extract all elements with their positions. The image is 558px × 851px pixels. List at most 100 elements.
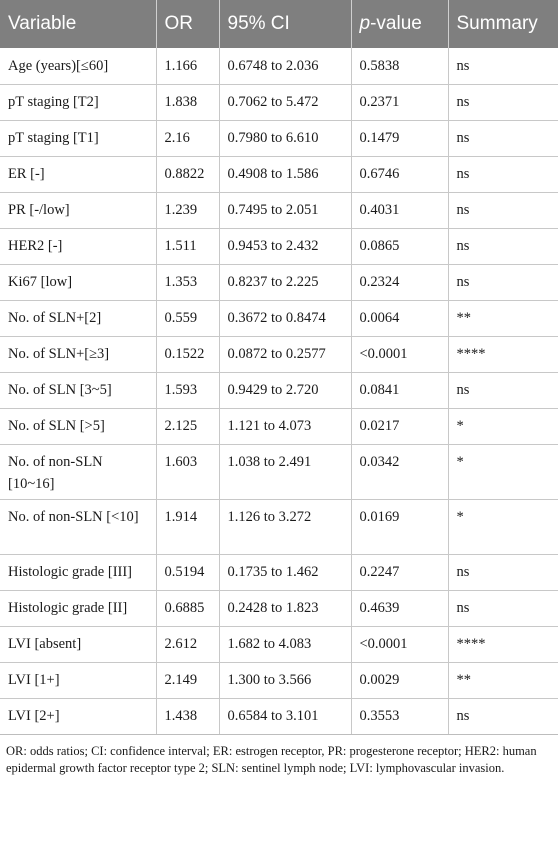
cell-or: 0.559	[155, 300, 219, 337]
cell-or: 1.838	[155, 84, 219, 121]
table-footnote: OR: odds ratios; CI: confidence interval…	[6, 743, 537, 776]
table-row: No. of SLN [>5] 2.125 1.121 to 4.073 0.0217…	[0, 408, 558, 445]
cell-summary: ns	[447, 698, 558, 735]
cell-p-value: 0.0064	[350, 300, 448, 337]
cell-p-value: 0.0217	[350, 408, 448, 445]
cell-p-value: 0.2247	[350, 554, 448, 591]
cell-or: 1.166	[155, 48, 219, 85]
cell-summary: ****	[447, 336, 558, 373]
cell-ci: 0.3672 to 0.8474	[218, 300, 351, 337]
odds-ratio-table: Variable OR 95% CI p-value Summary Age (…	[0, 0, 558, 735]
cell-summary: ns	[447, 372, 558, 409]
cell-summary: ns	[447, 84, 558, 121]
cell-or: 2.612	[155, 626, 219, 663]
cell-ci: 1.038 to 2.491	[218, 444, 351, 500]
table-row: No. of non-SLN [<10] 1.914 1.126 to 3.272 0…	[0, 499, 558, 555]
cell-or: 2.16	[155, 120, 219, 157]
results-table-container: Variable OR 95% CI p-value Summary Age (…	[0, 0, 558, 776]
cell-variable: HER2 [-]	[0, 228, 156, 265]
cell-variable: ER [-]	[0, 156, 156, 193]
cell-or: 1.239	[155, 192, 219, 229]
table-header-row: Variable OR 95% CI p-value Summary	[0, 0, 558, 48]
header-p-value: p-value	[350, 0, 448, 48]
cell-p-value: 0.4031	[350, 192, 448, 229]
cell-p-value: 0.0029	[350, 662, 448, 699]
header-ci: 95% CI	[218, 0, 351, 48]
cell-summary: **	[447, 300, 558, 337]
table-row: LVI [1+] 2.149 1.300 to 3.566 0.0029 **	[0, 662, 558, 699]
cell-or: 1.438	[155, 698, 219, 735]
cell-ci: 1.121 to 4.073	[218, 408, 351, 445]
cell-variable: LVI [1+]	[0, 662, 156, 699]
cell-summary: ns	[447, 228, 558, 265]
cell-p-value: <0.0001	[350, 336, 448, 373]
cell-ci: 0.1735 to 1.462	[218, 554, 351, 591]
table-row: PR [-/low] 1.239 0.7495 to 2.051 0.4031 ns	[0, 192, 558, 229]
cell-summary: ns	[447, 48, 558, 85]
cell-summary: ****	[447, 626, 558, 663]
header-or: OR	[155, 0, 219, 48]
cell-summary: ns	[447, 264, 558, 301]
table-row: Age (years)[≤60] 1.166 0.6748 to 2.036 0.58…	[0, 48, 558, 85]
cell-or: 1.511	[155, 228, 219, 265]
cell-summary: ns	[447, 120, 558, 157]
cell-ci: 1.682 to 4.083	[218, 626, 351, 663]
cell-p-value: 0.5838	[350, 48, 448, 85]
cell-p-value: 0.1479	[350, 120, 448, 157]
table-row: No. of SLN [3~5] 1.593 0.9429 to 2.720 0.08…	[0, 372, 558, 409]
header-p-suffix: -value	[370, 13, 422, 34]
cell-variable: LVI [absent]	[0, 626, 156, 663]
cell-variable: Age (years)[≤60]	[0, 48, 156, 85]
cell-or: 1.914	[155, 499, 219, 555]
cell-or: 0.8822	[155, 156, 219, 193]
table-row: pT staging [T1] 2.16 0.7980 to 6.610 0.1479…	[0, 120, 558, 157]
cell-variable: pT staging [T1]	[0, 120, 156, 157]
cell-p-value: 0.0342	[350, 444, 448, 500]
cell-variable: Ki67 [low]	[0, 264, 156, 301]
cell-p-value: 0.0841	[350, 372, 448, 409]
table-row: LVI [absent] 2.612 1.682 to 4.083 <0.0001 **…	[0, 626, 558, 663]
table-row: No. of SLN+[2] 0.559 0.3672 to 0.8474 0.006…	[0, 300, 558, 337]
cell-ci: 0.9453 to 2.432	[218, 228, 351, 265]
cell-variable: Histologic grade [III]	[0, 554, 156, 591]
table-row: LVI [2+] 1.438 0.6584 to 3.101 0.3553 ns	[0, 698, 558, 735]
table-row: pT staging [T2] 1.838 0.7062 to 5.472 0.237…	[0, 84, 558, 121]
cell-or: 0.5194	[155, 554, 219, 591]
table-row: ER [-] 0.8822 0.4908 to 1.586 0.6746 ns	[0, 156, 558, 193]
cell-ci: 0.6748 to 2.036	[218, 48, 351, 85]
cell-summary: **	[447, 662, 558, 699]
table-row: HER2 [-] 1.511 0.9453 to 2.432 0.0865 ns	[0, 228, 558, 265]
cell-p-value: 0.4639	[350, 590, 448, 627]
cell-summary: ns	[447, 192, 558, 229]
header-variable: Variable	[0, 0, 156, 48]
cell-variable: No. of SLN [3~5]	[0, 372, 156, 409]
cell-or: 2.125	[155, 408, 219, 445]
header-p-prefix: p	[359, 13, 371, 34]
cell-or: 1.353	[155, 264, 219, 301]
cell-summary: *	[447, 408, 558, 445]
cell-ci: 0.9429 to 2.720	[218, 372, 351, 409]
cell-variable: No. of non-SLN [<10]	[0, 499, 156, 555]
cell-summary: ns	[447, 156, 558, 193]
cell-summary: *	[447, 499, 558, 555]
cell-ci: 0.7980 to 6.610	[218, 120, 351, 157]
cell-p-value: 0.0865	[350, 228, 448, 265]
cell-ci: 0.0872 to 0.2577	[218, 336, 351, 373]
cell-p-value: 0.0169	[350, 499, 448, 555]
table-row: Ki67 [low] 1.353 0.8237 to 2.225 0.2324 ns	[0, 264, 558, 301]
table-row: Histologic grade [II] 0.6885 0.2428 to 1.8…	[0, 590, 558, 627]
cell-ci: 0.4908 to 1.586	[218, 156, 351, 193]
cell-variable: Histologic grade [II]	[0, 590, 156, 627]
cell-variable: No. of SLN+[≥3]	[0, 336, 156, 373]
cell-variable: pT staging [T2]	[0, 84, 156, 121]
cell-ci: 0.8237 to 2.225	[218, 264, 351, 301]
cell-ci: 1.300 to 3.566	[218, 662, 351, 699]
cell-p-value: 0.6746	[350, 156, 448, 193]
cell-variable: No. of SLN+[2]	[0, 300, 156, 337]
cell-ci: 1.126 to 3.272	[218, 499, 351, 555]
cell-summary: ns	[447, 590, 558, 627]
cell-variable: PR [-/low]	[0, 192, 156, 229]
cell-or: 0.6885	[155, 590, 219, 627]
cell-ci: 0.7062 to 5.472	[218, 84, 351, 121]
cell-or: 2.149	[155, 662, 219, 699]
